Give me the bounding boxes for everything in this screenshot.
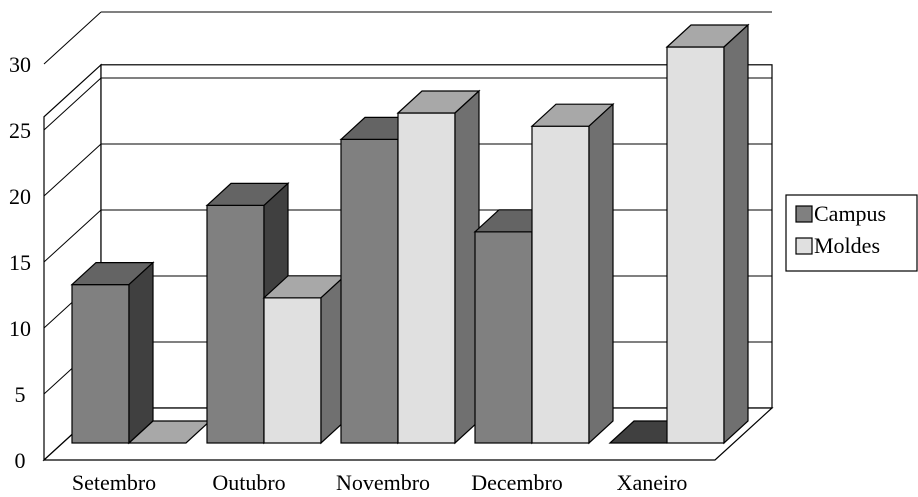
bar-side <box>128 261 154 445</box>
bars <box>70 23 750 445</box>
y-tick-label: 15 <box>9 250 31 275</box>
bar-front <box>474 231 533 444</box>
legend-swatch <box>795 205 813 223</box>
x-tick-label: Outubro <box>212 470 285 495</box>
y-axis-ticks: 0 5 10 15 20 25 30 <box>9 52 31 473</box>
legend-swatch <box>795 237 813 255</box>
y-tick-label: 25 <box>9 118 31 143</box>
legend-label: Campus <box>814 201 886 226</box>
y-tick-label: 30 <box>9 52 31 77</box>
bar-front <box>666 46 725 444</box>
bar-front <box>340 138 399 444</box>
bar-side <box>588 102 614 445</box>
gridline-side <box>43 209 102 263</box>
x-axis-ticks: Setembro Outubro Novembro Decembro Xaneiro <box>72 470 688 495</box>
bar-front <box>531 125 590 444</box>
bar-front <box>71 284 130 444</box>
bar-side <box>723 23 749 445</box>
x-tick-label: Novembro <box>336 470 430 495</box>
bar-moldes-xaneiro <box>665 23 750 445</box>
legend: Campus Moldes <box>785 194 918 272</box>
y-tick-label: 5 <box>15 382 26 407</box>
y-tick-label: 10 <box>9 316 31 341</box>
y-tick-label: 20 <box>9 184 31 209</box>
x-tick-label: Setembro <box>72 470 156 495</box>
bar-moldes-novembro <box>396 89 481 445</box>
x-tick-label: Xaneiro <box>617 470 688 495</box>
bar-front <box>206 204 265 444</box>
x-tick-label: Decembro <box>471 470 563 495</box>
y-tick-label: 0 <box>15 448 26 473</box>
gridline-side <box>43 143 102 197</box>
bar-moldes-outubro <box>262 274 347 445</box>
bar-campus-setembro <box>70 261 155 445</box>
bar-moldes-decembro <box>530 102 615 445</box>
gridline-side <box>43 11 102 65</box>
bar-front <box>397 112 456 444</box>
bar-front <box>263 297 322 444</box>
legend-label: Moldes <box>814 233 880 258</box>
gridline-side <box>43 77 102 131</box>
